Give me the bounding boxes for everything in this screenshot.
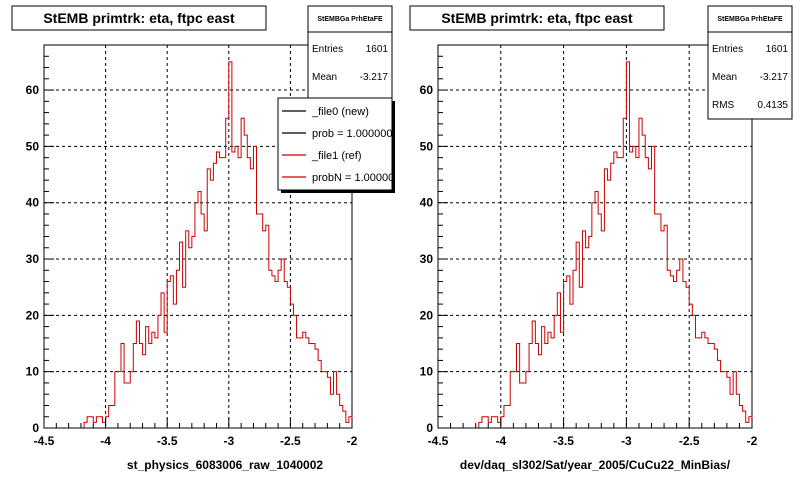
x-tick-label: -2.5: [280, 434, 301, 448]
plot-frame: [437, 44, 753, 429]
stats-name: StEMBGa PrhEtaFE: [317, 16, 383, 23]
y-tick-label: 10: [26, 365, 40, 379]
x-tick-label: -4: [495, 434, 506, 448]
legend-entry: _file0 (new): [311, 106, 369, 118]
histogram-series: [438, 61, 753, 429]
stats-box: [307, 5, 393, 112]
x-tick-label: -4: [100, 434, 111, 448]
y-tick-label: 40: [420, 196, 434, 210]
stats-label: Mean: [312, 72, 337, 83]
stats-box: [707, 5, 793, 120]
stats-label: Entries: [312, 44, 343, 55]
y-tick-label: 60: [26, 83, 40, 97]
stats-label: Mean: [712, 72, 737, 83]
x-tick-label: -3: [621, 434, 632, 448]
legend-entry: probN = 1.000000: [312, 172, 400, 184]
stats-value: 0.4135: [757, 100, 788, 111]
x-axis-label: st_physics_6083006_raw_1040002: [127, 458, 323, 472]
legend-entry: prob = 1.000000: [312, 128, 392, 140]
x-axis-label: dev/daq_sl302/Sat/year_2005/CuCu22_MinBi…: [460, 458, 731, 472]
y-tick-label: 20: [420, 308, 434, 322]
y-tick-label: 50: [26, 139, 40, 153]
y-tick-label: 50: [420, 139, 434, 153]
legend-box: [277, 97, 393, 191]
chart-title: StEMB primtrk: eta, ftpc east: [441, 10, 633, 26]
histogram-panel-right: -4.5 -4 -3.5 -3 -2.5 -2 0 10 20 30 40 50 60 dev/daq_s…: [409, 5, 793, 472]
stats-name: StEMBGa PrhEtaFE: [717, 16, 783, 23]
stats-label: RMS: [712, 100, 735, 111]
y-tick-label: 30: [26, 252, 40, 266]
y-tick-label: 30: [420, 252, 434, 266]
y-tick-label: 0: [426, 421, 433, 435]
stats-label: Entries: [712, 44, 743, 55]
title-box: [409, 5, 665, 31]
x-tick-label: -3.5: [157, 434, 178, 448]
stats-value: -3.217: [760, 72, 789, 83]
legend-entry: _file1 (ref): [311, 150, 362, 162]
y-tick-label: 20: [26, 308, 40, 322]
histogram-panel-left: -4.5 -4 -3.5 -3 -2.5 -2 0 10 20 30 40 50 60 st_physic…: [11, 5, 400, 472]
y-tick-label: 60: [420, 83, 434, 97]
title-box: [11, 5, 267, 31]
legend-items: _file0 (new) prob = 1.000000 _file1 (ref) p…: [282, 106, 400, 184]
x-tick-label: -4.5: [428, 434, 449, 448]
y-tick-label: 10: [420, 365, 434, 379]
x-tick-label: -2.5: [679, 434, 700, 448]
stats-value: 1601: [766, 44, 789, 55]
x-tick-label: -2: [347, 434, 358, 448]
histogram-series: [44, 61, 353, 429]
x-tick-label: -3: [223, 434, 234, 448]
stats-value: 1601: [366, 44, 389, 55]
stats-value: -3.217: [360, 72, 389, 83]
y-tick-label: 40: [26, 196, 40, 210]
chart-title: StEMB primtrk: eta, ftpc east: [43, 10, 235, 26]
x-tick-label: -4.5: [34, 434, 55, 448]
y-tick-label: 0: [32, 421, 39, 435]
x-tick-label: -2: [747, 434, 758, 448]
x-tick-label: -3.5: [553, 434, 574, 448]
